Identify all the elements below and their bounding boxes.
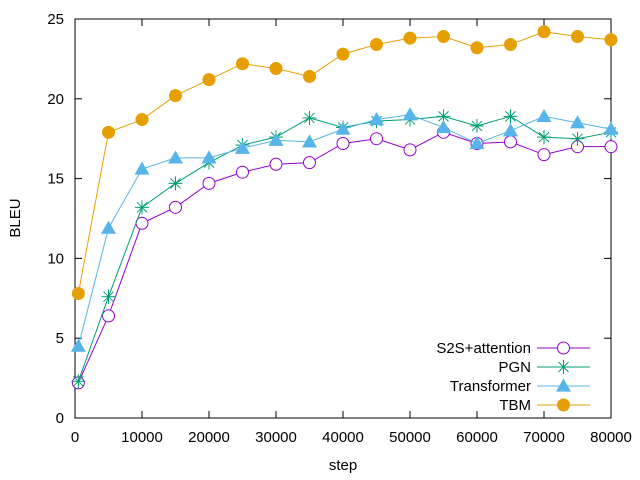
data-point bbox=[135, 113, 149, 127]
data-point bbox=[236, 57, 249, 71]
series-line bbox=[77, 131, 611, 384]
data-point bbox=[336, 47, 350, 61]
x-tick-label: 10000 bbox=[121, 429, 163, 446]
data-point bbox=[336, 136, 350, 150]
data-point bbox=[70, 338, 86, 352]
y-tick-label: 25 bbox=[47, 11, 64, 28]
data-point bbox=[168, 150, 183, 164]
data-point bbox=[201, 150, 217, 164]
data-point bbox=[536, 108, 552, 122]
data-point bbox=[557, 341, 570, 355]
x-tick-label: 50000 bbox=[389, 429, 431, 446]
legend-label: S2S+attention bbox=[436, 340, 531, 357]
data-point bbox=[604, 140, 618, 154]
data-point bbox=[71, 374, 86, 389]
data-point bbox=[236, 165, 249, 179]
data-point bbox=[570, 131, 585, 146]
data-point bbox=[402, 107, 418, 121]
data-point bbox=[370, 132, 383, 146]
series-s2s-attention bbox=[71, 125, 618, 390]
data-point bbox=[603, 121, 619, 135]
x-axis-label: step bbox=[329, 457, 357, 474]
axis-ticks: 0 10000 20000 30000 40000 50000 60000 70000 8000… bbox=[47, 11, 632, 446]
data-point bbox=[469, 135, 485, 150]
data-point bbox=[503, 123, 518, 137]
legend-label: PGN bbox=[498, 359, 531, 376]
x-tick-label: 70000 bbox=[523, 429, 565, 446]
data-point bbox=[302, 134, 317, 148]
data-point bbox=[503, 109, 518, 124]
x-tick-label: 80000 bbox=[590, 429, 632, 446]
data-point bbox=[557, 398, 570, 412]
data-point bbox=[168, 176, 183, 191]
legend-item: S2S+attention bbox=[436, 340, 590, 357]
data-point bbox=[101, 289, 116, 304]
data-point bbox=[370, 38, 383, 52]
data-point bbox=[537, 25, 551, 39]
data-point bbox=[403, 31, 417, 45]
data-point bbox=[556, 378, 571, 392]
data-point bbox=[303, 156, 316, 170]
data-point bbox=[135, 200, 149, 215]
x-tick-label: 0 bbox=[71, 429, 79, 446]
x-tick-label: 20000 bbox=[188, 429, 230, 446]
series-tbm bbox=[71, 25, 618, 301]
data-point bbox=[134, 161, 150, 175]
y-tick-label: 10 bbox=[47, 250, 64, 267]
series-transformer bbox=[70, 107, 619, 352]
data-point bbox=[268, 132, 284, 146]
data-point bbox=[302, 110, 317, 125]
data-point bbox=[470, 41, 484, 55]
x-tick-label: 60000 bbox=[456, 429, 498, 446]
y-axis-label: BLEU bbox=[7, 198, 24, 237]
data-point bbox=[102, 309, 115, 323]
legend-label: TBM bbox=[499, 397, 531, 414]
legend: S2S+attention PGN Transformer TBM bbox=[436, 340, 590, 414]
data-point bbox=[403, 143, 417, 157]
data-point bbox=[303, 69, 316, 83]
data-point bbox=[436, 120, 451, 134]
y-tick-label: 20 bbox=[47, 91, 64, 108]
x-tick-label: 30000 bbox=[255, 429, 297, 446]
series-line bbox=[77, 31, 612, 294]
data-point bbox=[202, 176, 216, 190]
data-point bbox=[235, 140, 250, 154]
data-point bbox=[556, 360, 571, 374]
data-point bbox=[604, 33, 618, 47]
data-point bbox=[369, 112, 384, 126]
x-tick-label: 40000 bbox=[322, 429, 364, 446]
legend-item: TBM bbox=[499, 397, 590, 414]
data-point bbox=[470, 118, 484, 133]
data-point bbox=[504, 38, 517, 52]
data-point bbox=[570, 115, 585, 129]
y-tick-label: 5 bbox=[56, 330, 64, 347]
series-line bbox=[77, 115, 612, 382]
data-point bbox=[169, 89, 182, 103]
data-point bbox=[269, 61, 283, 75]
legend-item: Transformer bbox=[450, 378, 590, 395]
data-point bbox=[537, 130, 551, 145]
data-point bbox=[537, 148, 551, 162]
data-point bbox=[504, 135, 517, 149]
data-point bbox=[571, 30, 584, 44]
data-point bbox=[437, 30, 450, 44]
y-tick-label: 0 bbox=[56, 410, 64, 427]
y-tick-label: 15 bbox=[47, 171, 64, 188]
legend-label: Transformer bbox=[450, 378, 531, 395]
legend-item: PGN bbox=[498, 359, 590, 376]
data-point bbox=[101, 220, 116, 234]
data-point bbox=[202, 73, 216, 87]
data-point bbox=[102, 125, 115, 139]
series-layer bbox=[70, 25, 619, 390]
data-point bbox=[71, 287, 85, 301]
data-point bbox=[335, 121, 351, 135]
data-point bbox=[269, 157, 283, 171]
data-point bbox=[169, 200, 182, 214]
